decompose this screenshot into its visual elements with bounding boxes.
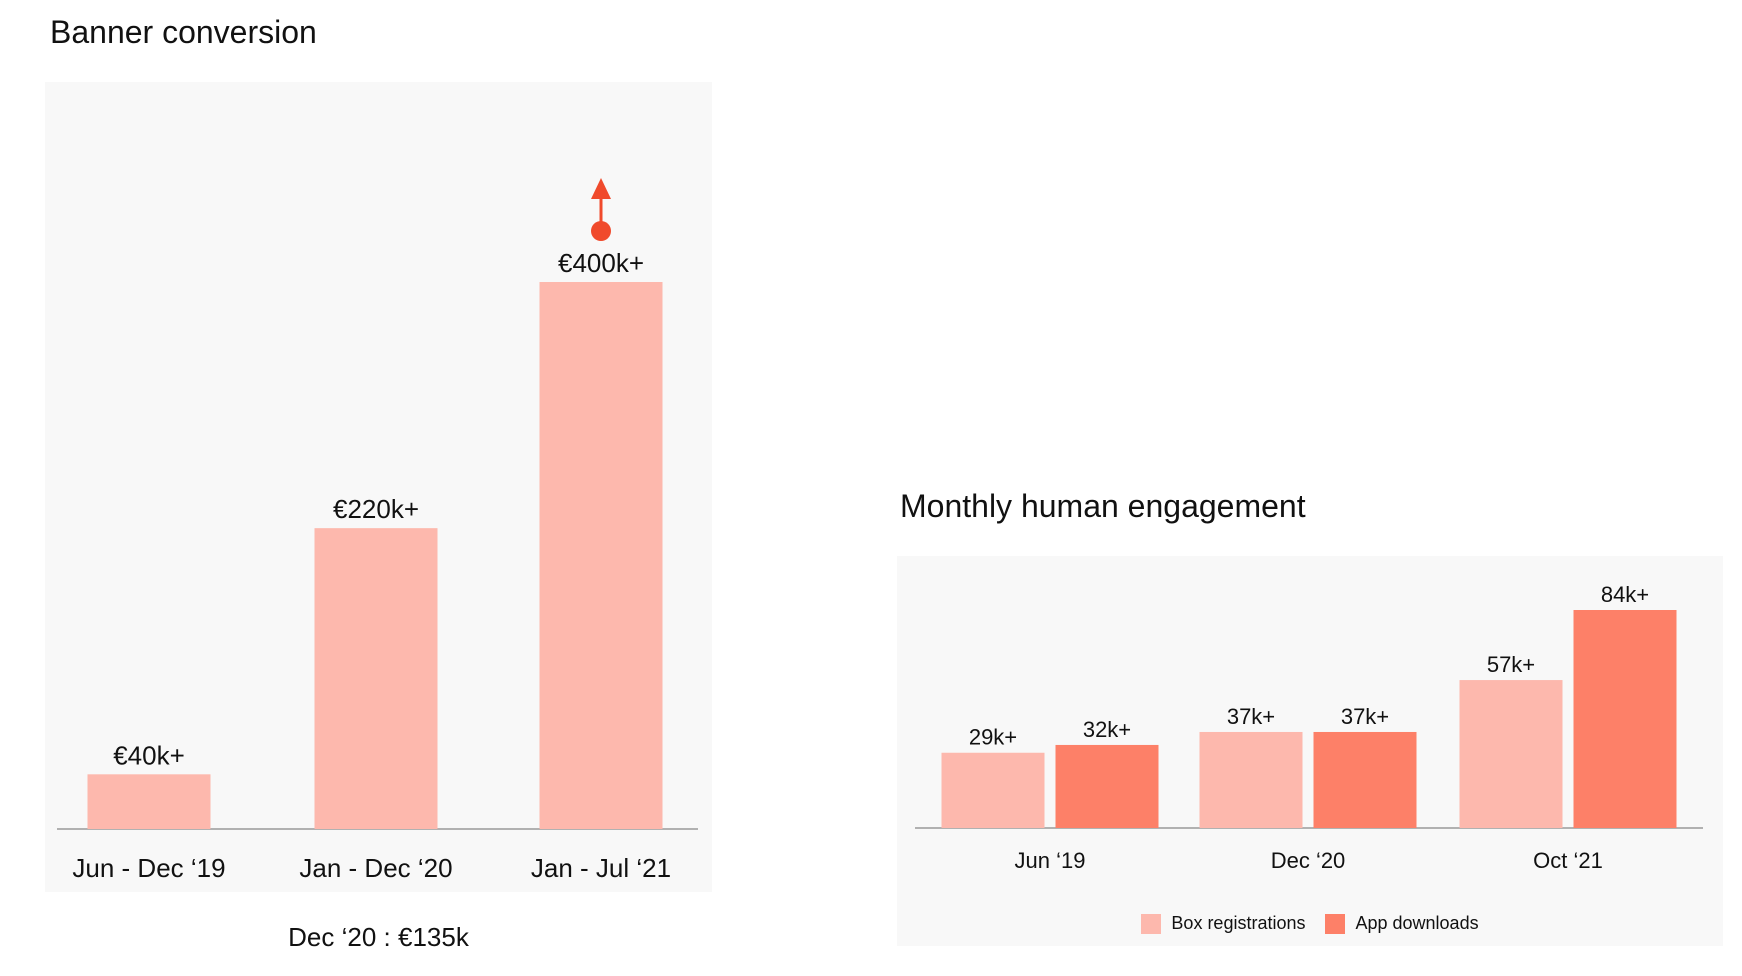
legend-item-box-registrations: Box registrations: [1141, 913, 1305, 934]
up-arrow-icon: [591, 178, 611, 241]
chart-title-monthly-engagement: Monthly human engagement: [900, 488, 1306, 524]
chart-title-banner-conversion: Banner conversion: [50, 14, 317, 50]
legend-swatch-box-registrations: [1141, 913, 1162, 934]
bar: [1459, 680, 1563, 828]
bar: [1055, 744, 1159, 828]
data-label: €40k+: [113, 740, 185, 770]
bar: [87, 774, 211, 829]
monthly-engagement-svg: 29k+ 32k+ Jun ‘19 37k+ 37k+ Dec ‘20 57k+ 84k+ Oc…: [915, 582, 1703, 873]
data-label: 29k+: [969, 725, 1017, 750]
data-label: €400k+: [558, 248, 644, 278]
data-label: €220k+: [333, 494, 419, 524]
bar: [941, 752, 1045, 828]
banner-conversion-svg: €40k+ Jun - Dec ‘19 €220k+ Jan - Dec ‘20 €40…: [57, 178, 698, 883]
arrow-dot: [591, 221, 611, 241]
x-tick-label: Dec ‘20: [1271, 848, 1346, 873]
x-tick-label: Jan - Jul ‘21: [531, 853, 671, 883]
data-label: 37k+: [1227, 704, 1275, 729]
x-tick-label: Jun ‘19: [1015, 848, 1086, 873]
arrow-head: [591, 178, 611, 199]
x-tick-label: Jun - Dec ‘19: [72, 853, 225, 883]
x-tick-label: Jan - Dec ‘20: [299, 853, 452, 883]
monthly-engagement-chart: 29k+ 32k+ Jun ‘19 37k+ 37k+ Dec ‘20 57k+ 84k+ Oc…: [897, 556, 1723, 946]
chart-note: Dec ‘20 : €135k: [288, 922, 469, 952]
bar: [539, 282, 663, 829]
bar: [1313, 731, 1417, 828]
data-label: 84k+: [1601, 582, 1649, 607]
x-tick-label: Oct ‘21: [1533, 848, 1603, 873]
chart-legend: Box registrations App downloads: [897, 913, 1723, 934]
legend-swatch-app-downloads: [1325, 913, 1346, 934]
bar: [1199, 731, 1303, 828]
legend-label: App downloads: [1355, 913, 1479, 933]
legend-item-app-downloads: App downloads: [1325, 913, 1479, 934]
data-label: 57k+: [1487, 652, 1535, 677]
data-label: 37k+: [1341, 704, 1389, 729]
data-label: 32k+: [1083, 717, 1131, 742]
legend-label: Box registrations: [1171, 913, 1306, 933]
banner-conversion-chart: €40k+ Jun - Dec ‘19 €220k+ Jan - Dec ‘20 €40…: [45, 82, 712, 892]
bar: [1573, 610, 1677, 828]
bar: [314, 528, 438, 829]
